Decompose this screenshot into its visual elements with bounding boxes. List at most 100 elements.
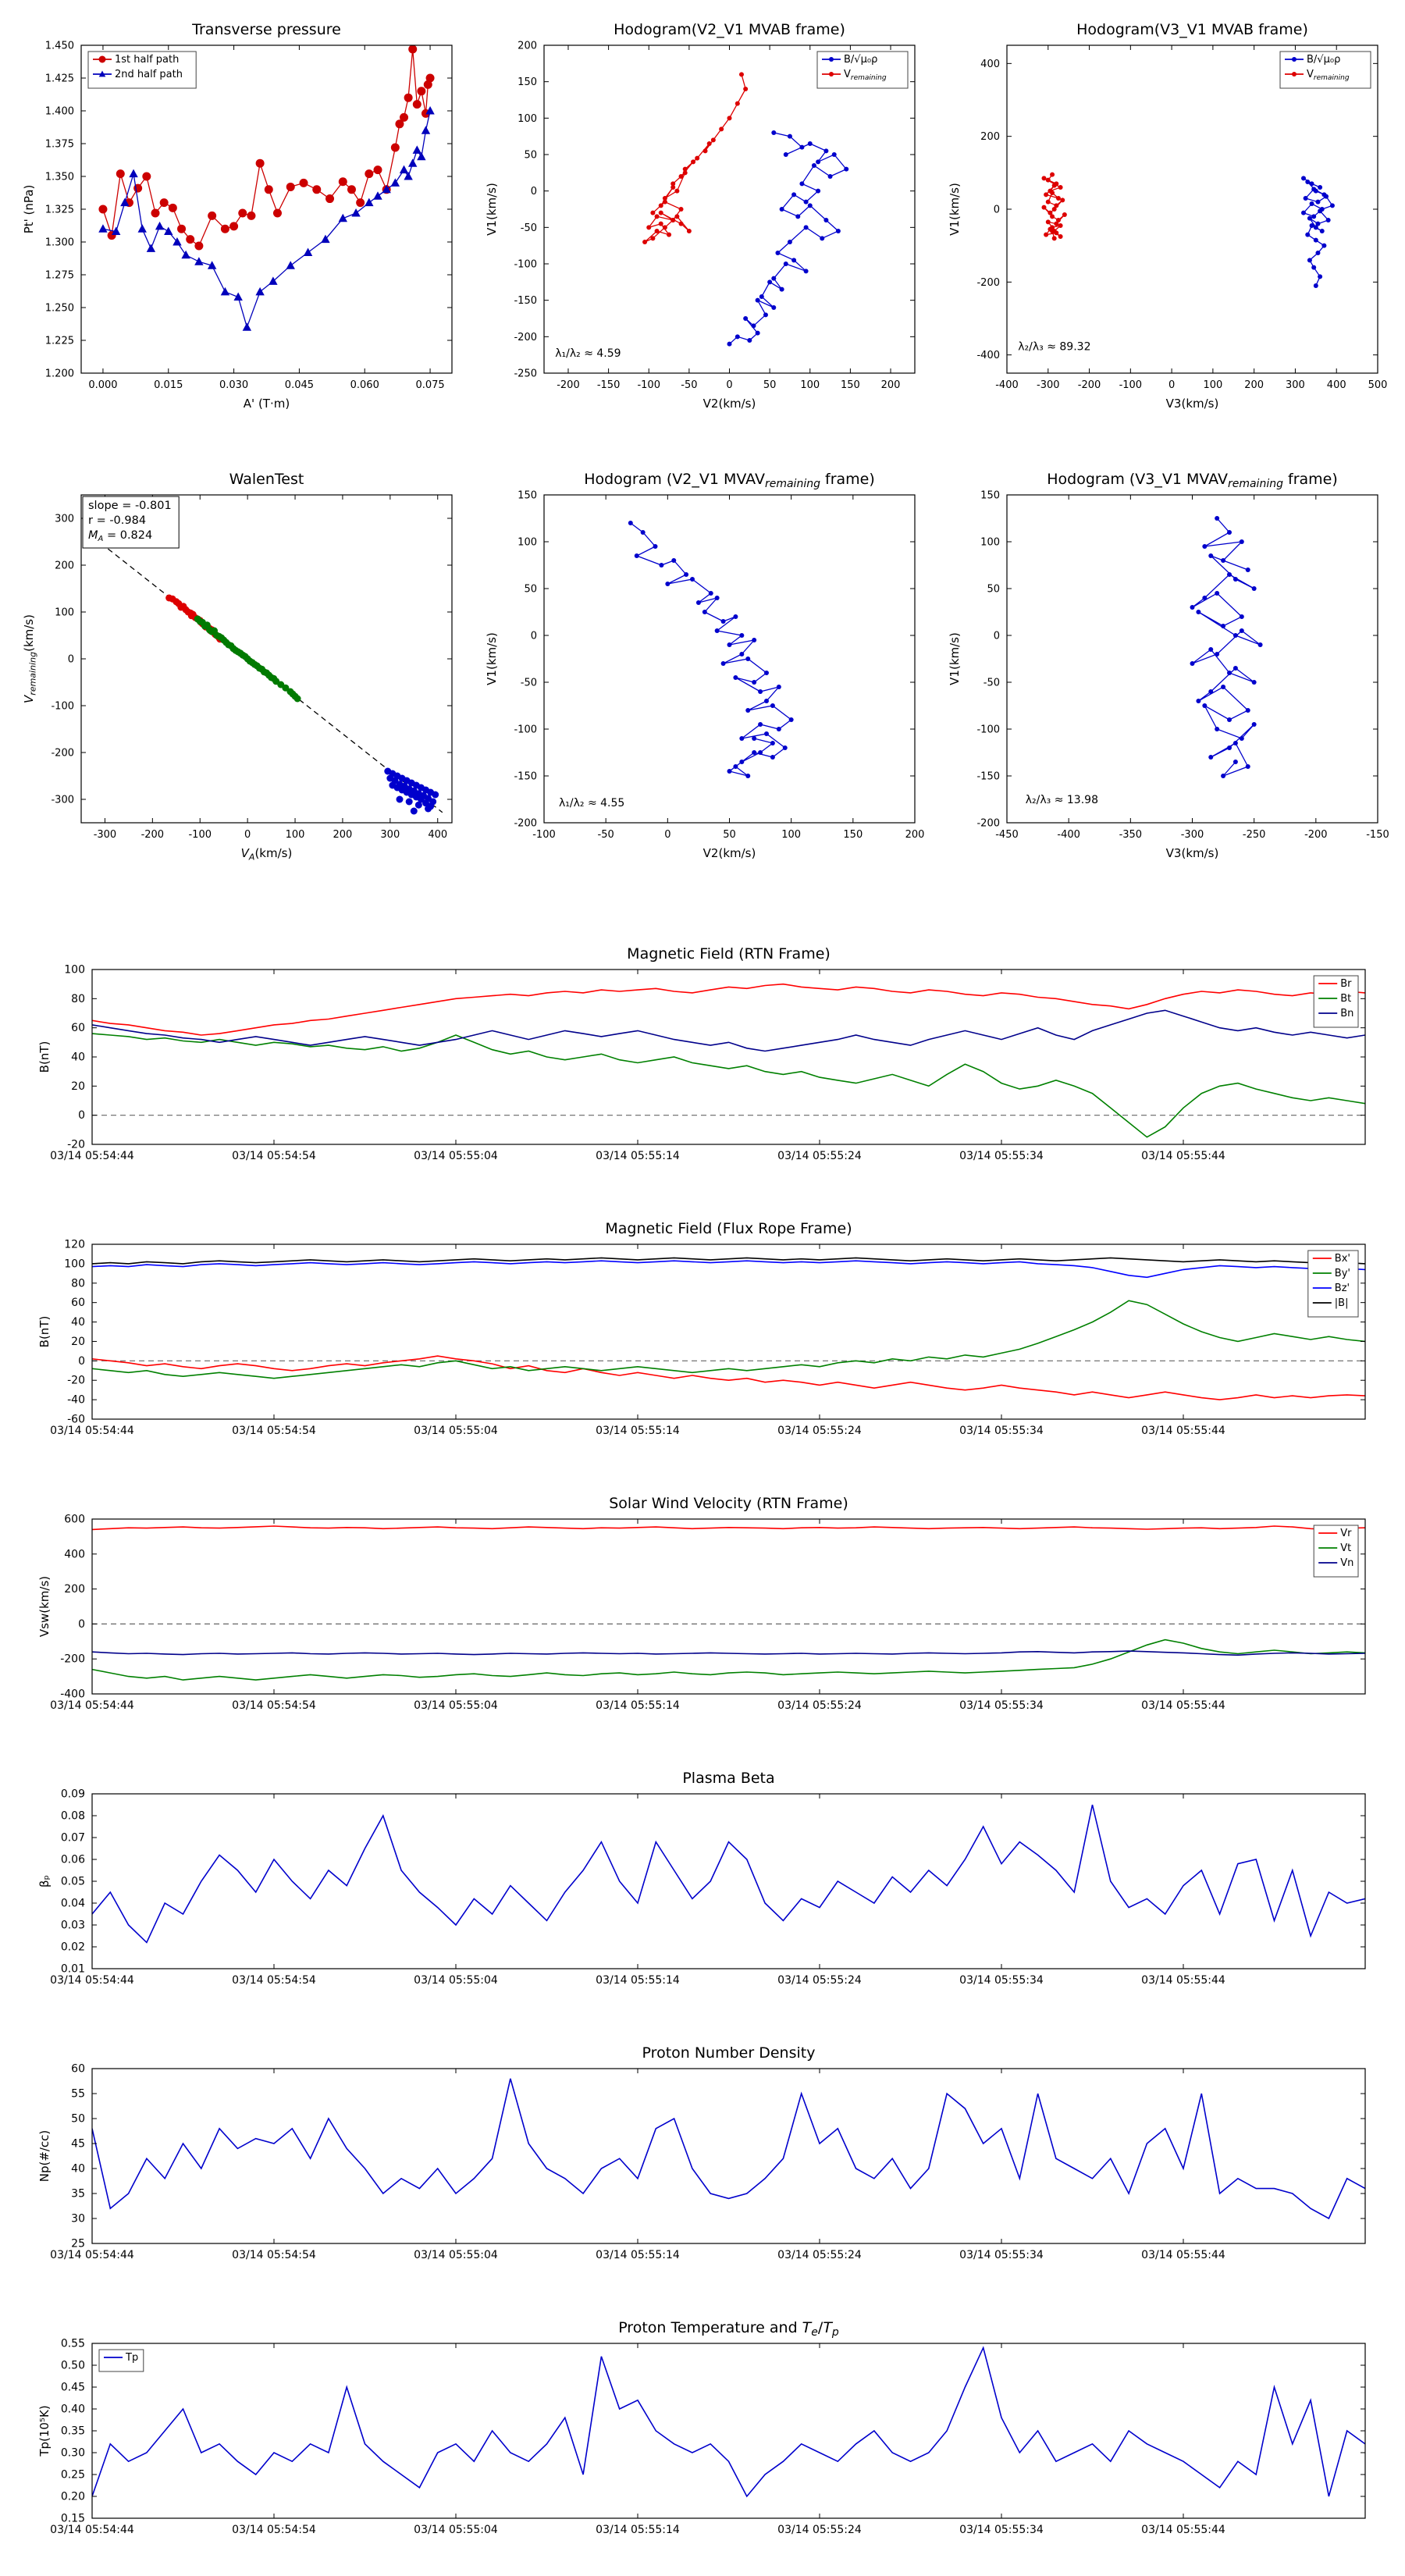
solar-wind-velocity-chart: 03/14 05:54:44 03/14 05:54:54 03/14 05:55:…	[37, 1495, 1366, 1712]
svg-text:-100: -100	[1119, 379, 1142, 391]
svg-text:Hodogram(V3_V1 MVAB frame): Hodogram(V3_V1 MVAB frame)	[1076, 21, 1308, 38]
svg-text:100: 100	[781, 829, 801, 841]
svg-text:80: 80	[71, 1277, 85, 1290]
svg-text:03/14 05:54:44: 03/14 05:54:44	[50, 1699, 134, 1712]
svg-text:150: 150	[843, 829, 863, 841]
svg-text:Transverse pressure: Transverse pressure	[191, 21, 341, 38]
svg-text:0.060: 0.060	[350, 379, 379, 391]
svg-text:03/14 05:55:24: 03/14 05:55:24	[777, 2524, 862, 2536]
scatter-row-1: 0.000 0.015 0.030 0.045 0.060 0.075 1.200 1.225…	[0, 11, 1405, 417]
svg-text:-150: -150	[976, 771, 1000, 783]
svg-text:1st half path: 1st half path	[115, 54, 179, 66]
svg-text:200: 200	[55, 560, 74, 572]
svg-text:0: 0	[530, 186, 536, 197]
magnetic-field-flux-rope-chart: 03/14 05:54:44 03/14 05:54:54 03/14 05:55:…	[37, 1220, 1366, 1437]
svg-text:0: 0	[726, 379, 732, 391]
svg-text:-100: -100	[51, 701, 74, 713]
svg-text:100: 100	[64, 964, 85, 977]
svg-text:V1(km/s): V1(km/s)	[948, 183, 962, 236]
magnetic-field-rtn-chart: 03/14 05:54:44 03/14 05:54:54 03/14 05:55:…	[37, 945, 1366, 1162]
svg-text:03/14 05:55:14: 03/14 05:55:14	[596, 2249, 680, 2261]
svg-text:03/14 05:55:34: 03/14 05:55:34	[959, 1699, 1044, 1712]
svg-text:03/14 05:55:44: 03/14 05:55:44	[1141, 1974, 1225, 1987]
svg-text:r = -0.984: r = -0.984	[88, 514, 146, 527]
svg-text:0.50: 0.50	[61, 2360, 85, 2372]
svg-text:-200: -200	[514, 818, 537, 830]
hodogram-v3v1-mvav-panel: -450 -400 -350 -300 -250 -200 -150 -200 -150 -100…	[941, 461, 1390, 866]
svg-text:|B|: |B|	[1335, 1297, 1349, 1309]
svg-text:40: 40	[71, 1316, 85, 1329]
plasma-beta-chart: 03/14 05:54:44 03/14 05:54:54 03/14 05:55:…	[37, 1770, 1366, 1987]
svg-text:-300: -300	[1180, 829, 1204, 841]
walen-test-chart: -300 -200 -100 0 100 200 300 400 -300 -200 -100 0 10…	[22, 471, 453, 862]
svg-text:400: 400	[428, 829, 447, 841]
svg-text:Bx': Bx'	[1335, 1253, 1350, 1265]
svg-text:300: 300	[1286, 379, 1305, 391]
svg-text:0.045: 0.045	[284, 379, 313, 391]
svg-text:-300: -300	[1037, 379, 1060, 391]
svg-text:-100: -100	[976, 724, 1000, 736]
svg-text:-200: -200	[557, 379, 580, 391]
svg-text:0.030: 0.030	[219, 379, 247, 391]
svg-text:V1(km/s): V1(km/s)	[485, 632, 499, 685]
transverse-pressure-chart: 0.000 0.015 0.030 0.045 0.060 0.075 1.200 1.225…	[22, 21, 453, 411]
svg-text:2nd half path: 2nd half path	[115, 69, 183, 80]
svg-text:-100: -100	[532, 829, 556, 841]
svg-text:-150: -150	[596, 379, 620, 391]
svg-text:80: 80	[71, 993, 85, 1005]
svg-text:0: 0	[244, 829, 251, 841]
svg-text:03/14 05:55:34: 03/14 05:55:34	[959, 1425, 1044, 1437]
svg-text:0.06: 0.06	[61, 1854, 85, 1866]
svg-text:Vremaining: Vremaining	[844, 69, 887, 82]
svg-text:300: 300	[55, 514, 74, 525]
svg-text:03/14 05:55:44: 03/14 05:55:44	[1141, 1699, 1225, 1712]
svg-text:0: 0	[530, 631, 536, 642]
transverse-pressure-panel: 0.000 0.015 0.030 0.045 0.060 0.075 1.200 1.225…	[16, 11, 464, 417]
svg-text:0.000: 0.000	[88, 379, 117, 391]
svg-text:35: 35	[71, 2188, 85, 2201]
svg-text:03/14 05:55:44: 03/14 05:55:44	[1141, 2249, 1225, 2261]
svg-text:600: 600	[64, 1514, 85, 1526]
svg-text:03/14 05:55:44: 03/14 05:55:44	[1141, 2524, 1225, 2536]
svg-text:1.275: 1.275	[44, 270, 73, 282]
svg-text:100: 100	[55, 607, 74, 619]
svg-text:slope = -0.801: slope = -0.801	[88, 500, 172, 512]
svg-text:-20: -20	[67, 1139, 85, 1151]
svg-text:Vn: Vn	[1340, 1557, 1353, 1569]
svg-text:03/14 05:55:04: 03/14 05:55:04	[414, 2524, 498, 2536]
svg-text:Hodogram (V3_V1 MVAVremaining: Hodogram (V3_V1 MVAVremaining frame)	[1047, 471, 1338, 490]
svg-text:Hodogram (V2_V1 MVAVremaining: Hodogram (V2_V1 MVAVremaining frame)	[584, 471, 875, 490]
svg-text:-300: -300	[93, 829, 116, 841]
svg-text:V1(km/s): V1(km/s)	[948, 632, 962, 685]
svg-text:1.300: 1.300	[44, 237, 73, 249]
svg-text:1.225: 1.225	[44, 336, 73, 347]
svg-text:Np(#/cc): Np(#/cc)	[37, 2130, 52, 2183]
svg-text:0.30: 0.30	[61, 2447, 85, 2460]
svg-text:150: 150	[518, 76, 537, 88]
svg-text:400: 400	[1326, 379, 1346, 391]
svg-text:-20: -20	[67, 1375, 85, 1387]
hodogram-v2v1-mvab-chart: -200 -150 -100 -50 0 50 100 150 200 -250 -200 -150 -…	[485, 21, 916, 411]
svg-text:200: 200	[880, 379, 900, 391]
svg-text:300: 300	[380, 829, 400, 841]
svg-text:V3(km/s): V3(km/s)	[1165, 846, 1218, 860]
proton-temperature-panel: 03/14 05:54:44 03/14 05:54:54 03/14 05:55:…	[31, 2315, 1378, 2549]
svg-text:-200: -200	[51, 748, 74, 760]
svg-text:WalenTest: WalenTest	[229, 471, 304, 488]
svg-text:03/14 05:55:14: 03/14 05:55:14	[596, 2524, 680, 2536]
svg-text:0: 0	[78, 1109, 85, 1122]
svg-text:-250: -250	[1242, 829, 1265, 841]
svg-text:MA = 0.824: MA = 0.824	[88, 529, 152, 543]
svg-text:50: 50	[987, 584, 1000, 596]
svg-text:0.04: 0.04	[61, 1898, 85, 1910]
svg-text:λ₁/λ₂ ≈ 4.59: λ₁/λ₂ ≈ 4.59	[555, 347, 621, 360]
svg-text:-100: -100	[637, 379, 660, 391]
svg-text:03/14 05:55:44: 03/14 05:55:44	[1141, 1425, 1225, 1437]
svg-text:-200: -200	[1077, 379, 1101, 391]
svg-text:25: 25	[71, 2238, 85, 2250]
svg-text:100: 100	[518, 537, 537, 549]
svg-text:-40: -40	[67, 1394, 85, 1407]
svg-text:1.325: 1.325	[44, 205, 73, 216]
svg-text:Bz': Bz'	[1335, 1283, 1350, 1294]
